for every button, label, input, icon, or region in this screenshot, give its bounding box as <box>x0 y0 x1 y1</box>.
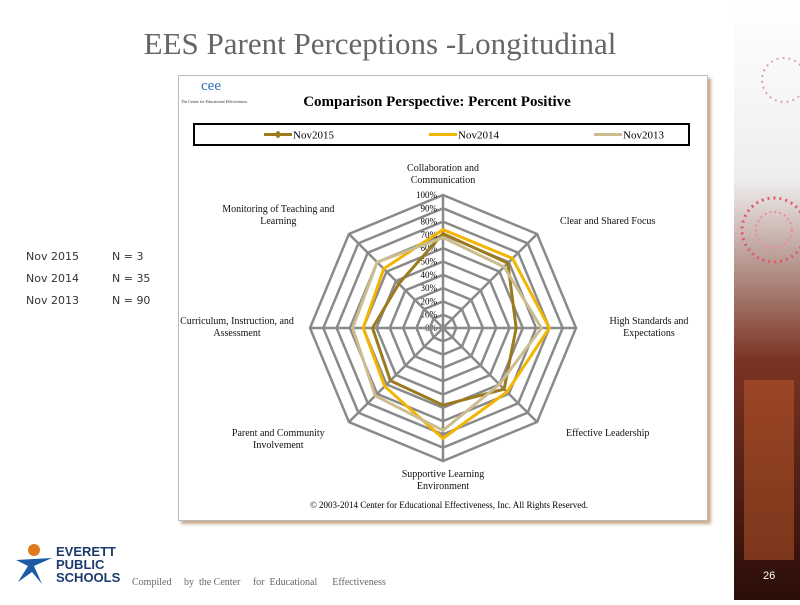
legend-box <box>193 123 690 146</box>
category-label: Collaboration and Communication <box>407 163 479 186</box>
spoke <box>348 327 444 423</box>
fireworks-strip <box>734 0 800 600</box>
series-line <box>350 235 544 433</box>
category-label: Monitoring of Teaching and Learning <box>222 204 335 228</box>
school-word: EVERETT <box>56 544 116 559</box>
r-tick-label: 20% <box>421 296 438 306</box>
chart: cee The Center for Educational Effective… <box>181 78 690 510</box>
count-cell: N = 35 <box>112 272 151 285</box>
count-row: Nov 2015 N = 3 <box>26 250 198 272</box>
legend-label: Nov2015 <box>293 130 334 142</box>
counts-table: Nov 2015 N = 3 Nov 2014 N = 35 Nov 2013 N = 9… <box>26 250 198 316</box>
series-line <box>370 231 518 407</box>
category-label: Curriculum, Instruction, and Assessment <box>180 316 294 339</box>
school-name: EVERETT PUBLIC SCHOOLS <box>56 545 120 584</box>
r-tick-label: 70% <box>421 230 438 240</box>
spoke <box>442 233 538 329</box>
logo: cee <box>201 78 221 94</box>
r-tick-label: 50% <box>421 257 438 267</box>
slide-title: EES Parent Perceptions -Longitudinal <box>143 26 617 61</box>
count-row: Nov 2014 N = 35 <box>26 272 198 294</box>
spoke <box>348 233 444 329</box>
firework <box>740 196 800 264</box>
count-cell: N = 90 <box>112 294 151 307</box>
r-tick-label: 80% <box>421 217 438 227</box>
category-label: Supportive Learning Environment <box>401 469 485 492</box>
legend-label: Nov2013 <box>623 130 664 142</box>
category-label: High Standards and Expectations <box>609 316 689 339</box>
count-cell: Nov 2013 <box>26 294 79 307</box>
count-row: Nov 2013 N = 90 <box>26 294 198 316</box>
r-tick-label: 90% <box>421 203 438 213</box>
category-label: Clear and Shared Focus <box>560 216 656 228</box>
count-cell: N = 3 <box>112 250 144 263</box>
spoke <box>442 327 538 423</box>
copyright: © 2003-2014 Center for Educational Effec… <box>310 500 588 510</box>
legend-marker <box>274 130 282 139</box>
legend-label: Nov2014 <box>458 130 499 142</box>
firework <box>755 211 793 249</box>
logo-head <box>28 544 40 556</box>
r-tick-label: 100% <box>416 190 438 200</box>
series-line <box>361 227 552 441</box>
firework <box>761 57 800 103</box>
school-logo <box>16 544 52 584</box>
glow <box>744 380 794 560</box>
chart-title: Comparison Perspective: Percent Positive <box>303 94 571 110</box>
chart-box: cee The Center for Educational Effective… <box>178 75 708 521</box>
logo-caption: The Center for Educational Effectiveness <box>181 99 248 104</box>
page-number: 26 <box>763 570 776 582</box>
count-cell: Nov 2015 <box>26 250 79 263</box>
r-tick-label: 30% <box>421 283 438 293</box>
fireworks <box>740 57 800 560</box>
r-tick-label: 40% <box>421 270 438 280</box>
school-word: PUBLIC <box>56 557 105 572</box>
category-label: Effective Leadership <box>565 427 650 439</box>
count-cell: Nov 2014 <box>26 272 79 285</box>
footer: Compiled by the Center for Educational E… <box>132 577 386 588</box>
school-word: SCHOOLS <box>56 570 121 585</box>
category-label: Parent and Community Involvement <box>231 427 325 451</box>
logo-body <box>16 558 52 584</box>
